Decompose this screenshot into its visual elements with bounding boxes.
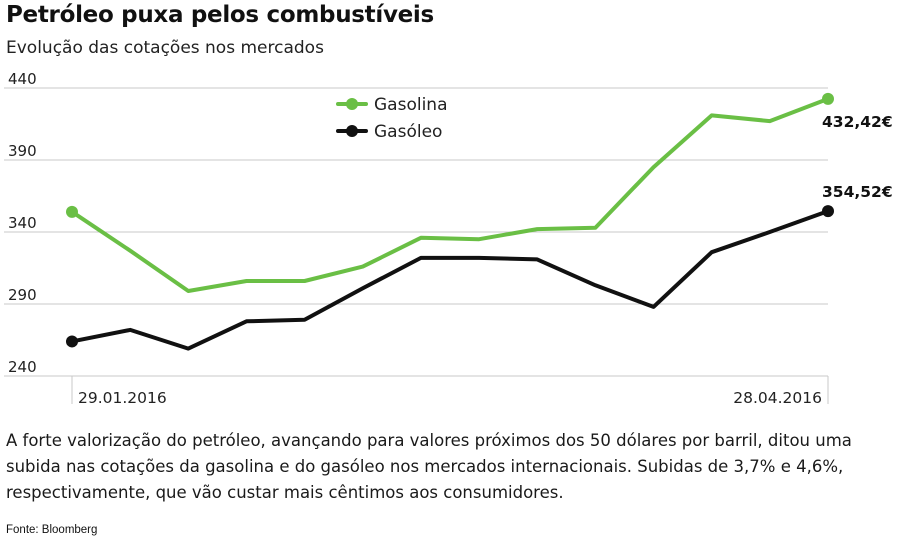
legend-marker — [346, 125, 358, 137]
grid-lines — [4, 87, 829, 404]
legend-marker — [346, 98, 358, 110]
chart-description: A forte valorização do petróleo, avançan… — [6, 431, 852, 502]
series-start-point — [66, 205, 78, 218]
x-end-label: 28.04.2016 — [733, 389, 822, 407]
legend-label: Gasolina — [374, 95, 448, 115]
series-group: 432,42€ 354,52€ — [66, 92, 893, 351]
series-end-value-label: 354,52€ — [822, 183, 893, 201]
series-end-value-label: 432,42€ — [822, 113, 893, 131]
series-line-gasoleo — [70, 209, 830, 351]
y-tick-label: 340 — [8, 214, 37, 232]
y-tick-label: 390 — [8, 142, 37, 160]
series-line-gasolina — [70, 96, 830, 293]
chart-title: Petróleo puxa pelos combustíveis — [6, 2, 434, 28]
y-tick-label: 290 — [8, 286, 37, 304]
chart-subtitle: Evolução das cotações nos mercados — [6, 38, 324, 58]
series-end-point — [822, 205, 834, 218]
x-axis-labels: 29.01.2016 28.04.2016 — [78, 389, 822, 407]
source-note: Fonte: Bloomberg — [6, 524, 98, 536]
y-tick-label: 240 — [8, 358, 37, 376]
series-start-point — [66, 335, 78, 348]
x-start-label: 29.01.2016 — [78, 389, 167, 407]
y-tick-label: 440 — [8, 70, 37, 88]
y-axis-ticks: 240 290 340 390 440 — [8, 70, 37, 376]
legend: Gasolina Gasóleo — [336, 95, 448, 142]
legend-label: Gasóleo — [374, 122, 442, 142]
series-end-point — [822, 92, 834, 105]
